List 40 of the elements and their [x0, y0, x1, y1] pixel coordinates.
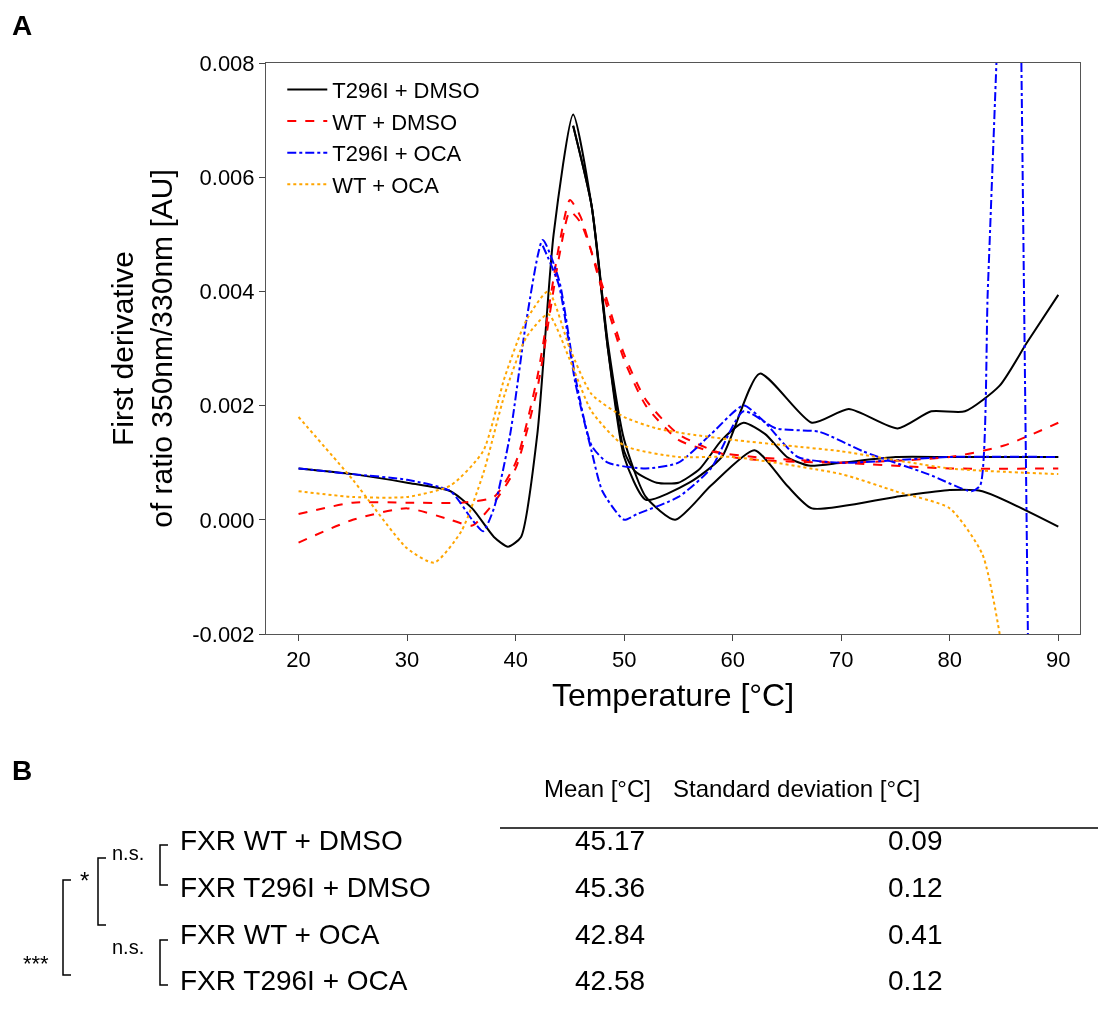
text: B [12, 755, 33, 786]
text: Standard deviation [°C] [673, 775, 921, 802]
x-axis-title: Temperature [°C] [551, 677, 795, 714]
x-tick-label: 50 [611, 647, 637, 673]
data-label: 0.12 [888, 965, 943, 996]
y-tick-label: -0.002 [192, 621, 255, 647]
text: * [80, 867, 90, 894]
y-tick-label: 0.000 [199, 507, 255, 533]
category-label: FXR T296I + DMSO [180, 872, 431, 903]
data-label: 0.09 [888, 825, 943, 856]
legend-label: T296I + OCA [332, 141, 462, 167]
x-tick-label: 60 [720, 647, 745, 673]
legend-label: T296I + DMSO [332, 78, 480, 104]
data-label: 0.12 [888, 872, 943, 903]
x-tick-label: 30 [394, 647, 420, 673]
text: n.s. [112, 936, 145, 958]
y-tick-label: 0.004 [199, 279, 255, 305]
category-label: FXR WT + OCA [180, 919, 380, 950]
x-tick-label: 40 [503, 647, 528, 673]
x-tick-label: 90 [1046, 647, 1071, 673]
y-tick-label: 0.006 [199, 164, 255, 190]
data-label: 45.36 [575, 872, 646, 903]
category-label: FXR WT + DMSO [180, 825, 403, 856]
x-tick-label: 80 [937, 647, 962, 673]
data-label: 42.58 [575, 965, 646, 996]
legend-label: WT + DMSO [332, 109, 458, 135]
data-label: 45.17 [575, 825, 646, 856]
text: Mean [°C] [544, 775, 651, 802]
y-tick-label: 0.002 [199, 393, 255, 419]
data-label: 0.41 [888, 919, 943, 950]
y-axis-title: First derivative of ratio 350nm/330nm [AU] [106, 169, 179, 528]
text: A [12, 10, 33, 41]
category-label: FXR T296I + OCA [180, 965, 408, 996]
x-tick-label: 70 [828, 647, 854, 673]
text: n.s. [112, 842, 145, 864]
data-label: 42.84 [575, 919, 646, 950]
y-tick-label: 0.008 [199, 50, 255, 76]
text: *** [23, 951, 50, 976]
legend-label: WT + OCA [332, 172, 440, 198]
x-tick-label: 20 [286, 647, 311, 673]
